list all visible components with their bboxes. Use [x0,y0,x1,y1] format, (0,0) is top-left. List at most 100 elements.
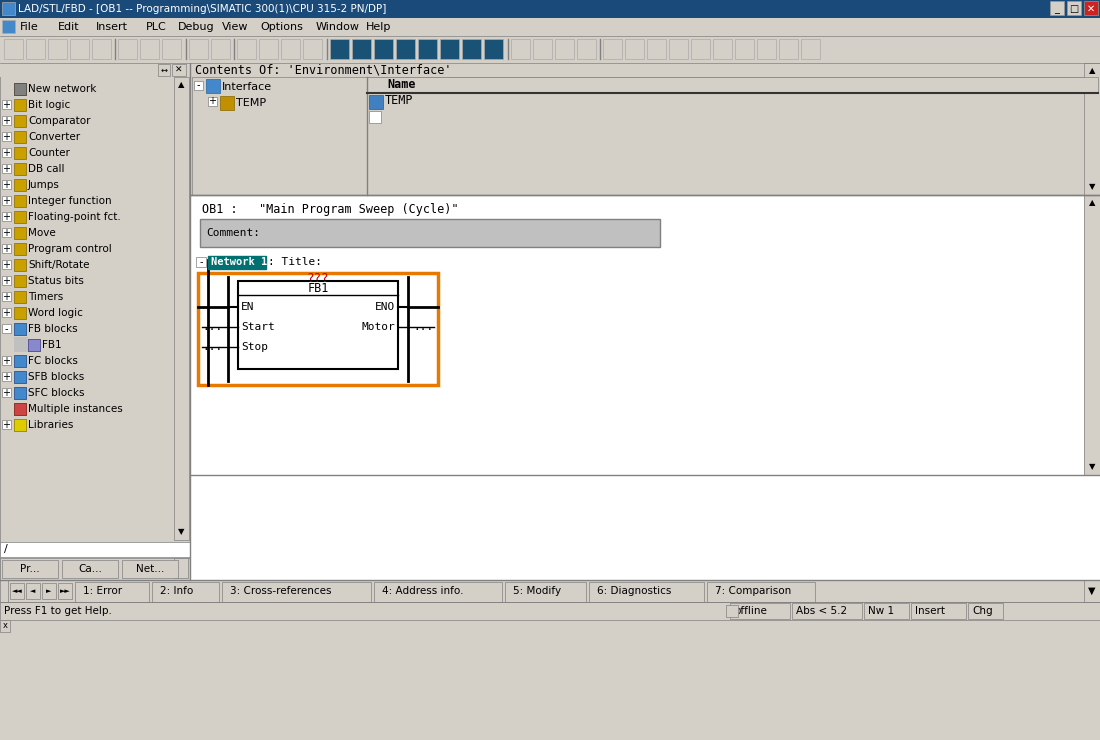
Bar [10,583,24,599]
Text: 1: Error: 1: Error [82,586,122,596]
Bar [162,39,182,59]
Bar [14,419,26,431]
Bar [0,580,1100,602]
Bar [330,39,349,59]
Bar [14,337,28,352]
Bar [4,39,23,59]
Text: Libraries: Libraries [28,420,74,430]
Text: +: + [2,356,10,366]
Bar [172,64,186,76]
Bar [368,95,383,109]
Text: Insert: Insert [96,22,128,32]
Text: ◄◄: ◄◄ [12,588,22,594]
Bar [792,603,862,619]
Text: Word logic: Word logic [28,308,82,318]
Text: Integer function: Integer function [28,196,111,206]
Bar [118,39,138,59]
Bar [14,163,26,175]
Bar [208,97,217,106]
Text: 2: Info: 2: Info [160,586,194,596]
Bar [14,147,26,159]
Text: -: - [199,257,202,267]
Bar [864,603,909,619]
Bar [190,475,1100,580]
Text: DB call: DB call [28,164,65,174]
Bar [152,582,219,602]
Text: TEMP: TEMP [385,95,414,107]
Bar [534,39,552,59]
Text: 7: Comparison: 7: Comparison [715,586,791,596]
Bar [14,179,26,191]
Bar [2,148,11,157]
Bar [625,39,644,59]
Bar [2,308,11,317]
Bar [757,39,776,59]
Bar [190,195,1084,475]
Bar [911,603,966,619]
Text: Floating-point fct.: Floating-point fct. [28,212,121,222]
Bar [48,39,67,59]
Bar [968,603,1003,619]
Bar [0,602,1100,620]
Bar [14,403,26,415]
Bar [0,36,1100,63]
Text: FB blocks: FB blocks [28,324,78,334]
Text: x: x [2,622,8,630]
Text: +: + [2,228,10,238]
Text: EN: EN [241,302,254,312]
Text: Edit: Edit [58,22,79,32]
Bar [14,99,26,111]
Bar [691,39,710,59]
Bar [0,542,190,557]
Bar [374,39,393,59]
Text: Move: Move [28,228,56,238]
Text: ↔: ↔ [161,66,167,75]
Bar [280,39,300,59]
Bar [0,620,1100,740]
Bar [801,39,820,59]
Text: Chg: Chg [972,606,992,616]
Bar [505,582,586,602]
Bar [122,560,178,578]
Bar [1084,1,1098,15]
Text: Stop: Stop [241,342,268,352]
Text: ✕: ✕ [1087,4,1096,14]
Text: +: + [2,308,10,318]
Bar [222,582,371,602]
Text: ▼: ▼ [178,528,185,536]
Bar [75,582,148,602]
Bar [2,420,11,429]
Text: OB1 :   "Main Program Sweep (Cycle)": OB1 : "Main Program Sweep (Cycle)" [202,203,459,215]
Bar [196,257,206,267]
Text: ▼: ▼ [1089,462,1096,471]
Bar [2,212,11,221]
Text: 4: Address info.: 4: Address info. [382,586,463,596]
Text: Window: Window [316,22,360,32]
Bar [0,63,190,77]
Bar [198,273,438,385]
Bar [2,292,11,301]
Bar [2,132,11,141]
Bar [2,356,11,365]
Bar [28,339,40,351]
Text: Counter: Counter [28,148,70,158]
Bar [726,605,738,617]
Bar [512,39,530,59]
Text: Pr...: Pr... [20,564,40,574]
Bar [211,39,230,59]
Bar [28,339,40,351]
Text: SFB blocks: SFB blocks [28,372,85,382]
Text: PLC: PLC [146,22,167,32]
Bar [588,582,704,602]
Bar [1050,1,1064,15]
Bar [484,39,503,59]
Bar [208,256,266,269]
Bar [2,196,11,205]
Bar [2,180,11,189]
Text: Press F1 to get Help.: Press F1 to get Help. [4,606,112,616]
Bar [0,580,8,602]
Bar [58,583,72,599]
Text: ▲: ▲ [178,81,185,90]
Text: ✕: ✕ [175,66,183,75]
Bar [2,2,15,15]
